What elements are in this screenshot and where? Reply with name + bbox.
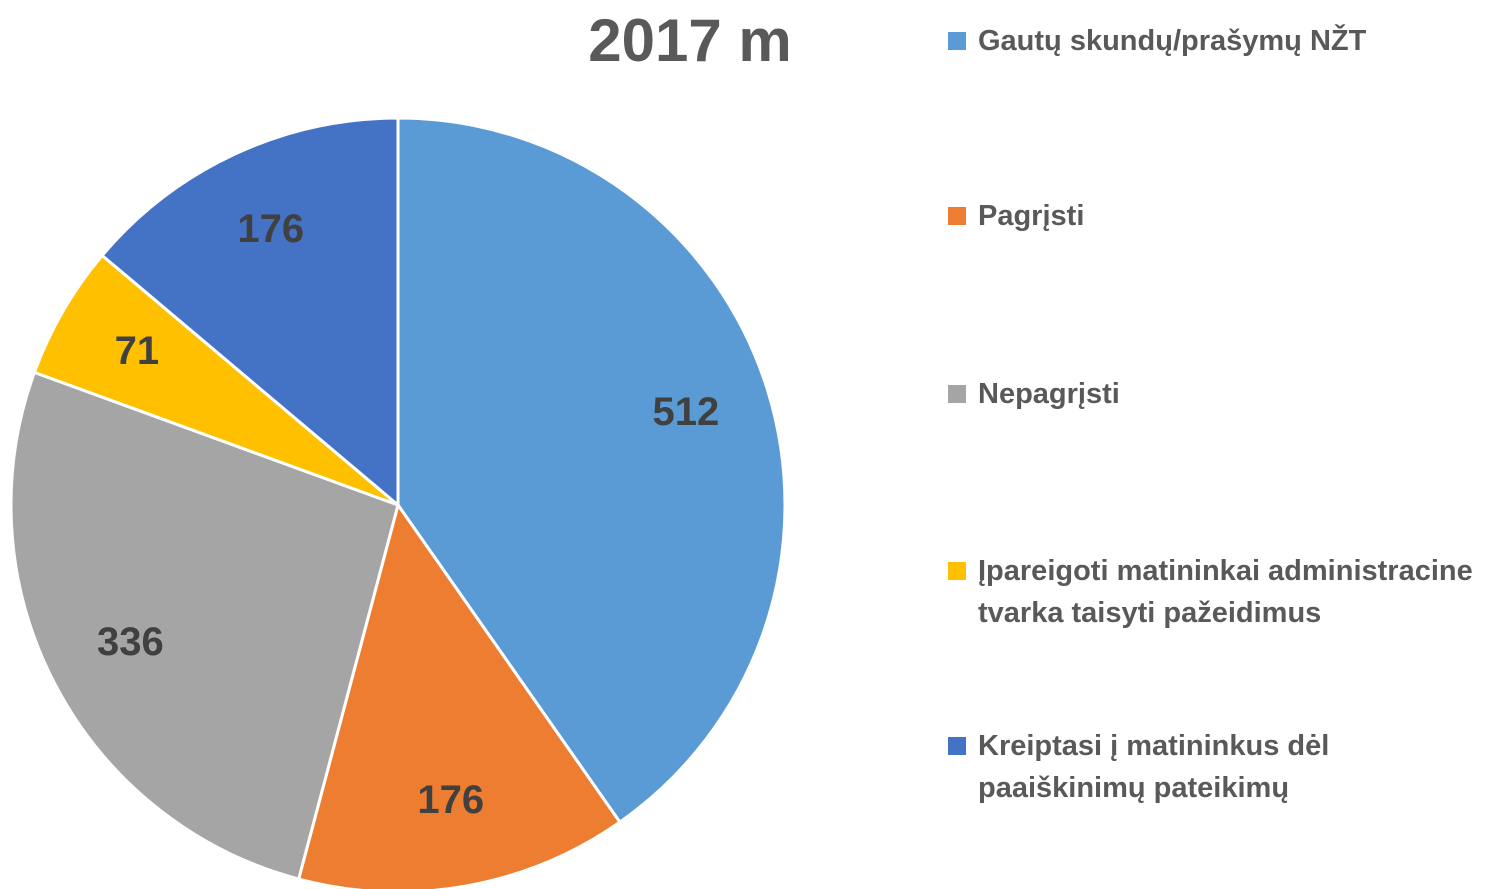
data-label: 512 [653, 390, 720, 434]
legend-label: Nepagrįsti [978, 373, 1120, 415]
legend-item: Gautų skundų/prašymų NŽT [948, 20, 1493, 62]
legend-item: Nepagrįsti [948, 373, 1493, 415]
legend-swatch [948, 207, 966, 225]
chart-title: 2017 m [540, 6, 840, 75]
data-label: 336 [97, 620, 164, 664]
legend-item: Pagrįsti [948, 195, 1493, 237]
data-label: 71 [115, 329, 160, 373]
legend-label: Įpareigoti matininkai administracine tva… [978, 550, 1493, 634]
legend-item: Įpareigoti matininkai administracine tva… [948, 550, 1493, 634]
data-label: 176 [417, 778, 484, 822]
legend-label: Gautų skundų/prašymų NŽT [978, 20, 1366, 62]
page: 512 176 336 71 176 2017 m Gautų skundų/prašy… [0, 0, 1500, 889]
legend-swatch [948, 32, 966, 50]
legend-swatch [948, 562, 966, 580]
legend-item: Kreiptasi į matininkus dėl paaiškinimų p… [948, 725, 1493, 809]
legend-label: Pagrįsti [978, 195, 1084, 237]
data-label: 176 [237, 207, 304, 251]
legend-label: Kreiptasi į matininkus dėl paaiškinimų p… [978, 725, 1493, 809]
legend-swatch [948, 385, 966, 403]
legend-swatch [948, 737, 966, 755]
